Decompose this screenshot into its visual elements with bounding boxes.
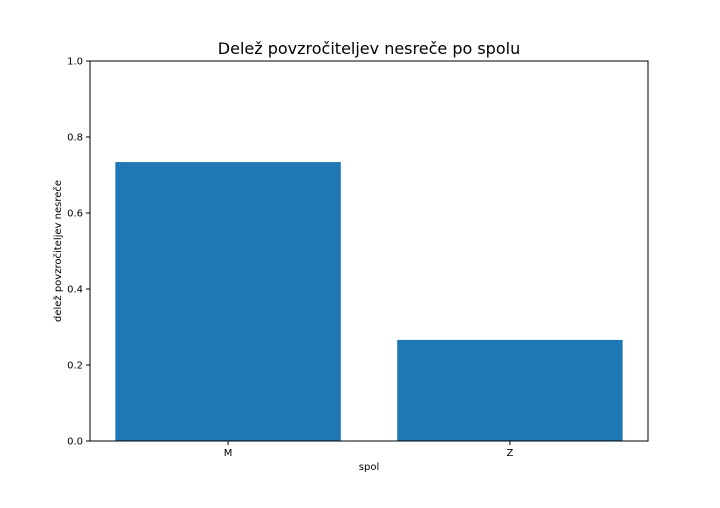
x-tick-label: M	[224, 448, 233, 459]
bar-Z	[397, 339, 623, 441]
y-tick-label: 0.4	[67, 285, 83, 296]
y-tick-label: 0.6	[67, 209, 83, 220]
y-tick-label: 0.0	[67, 437, 83, 448]
y-tick-label: 0.2	[67, 361, 83, 372]
chart-title: Delež povzročiteljev nesreče po spolu	[218, 39, 520, 58]
x-axis-label: spol	[359, 462, 379, 473]
y-tick-label: 0.8	[67, 133, 83, 144]
plot-frame	[89, 60, 649, 442]
bar-M	[115, 162, 341, 441]
plot-area: M Z 0.0 0.2 0.4 0.6 0.8 1.0	[67, 57, 623, 459]
x-tick-label: Z	[506, 448, 513, 459]
y-tick-label: 1.0	[67, 57, 83, 68]
y-axis-label: delež povzročiteljev nesreče	[52, 180, 64, 322]
